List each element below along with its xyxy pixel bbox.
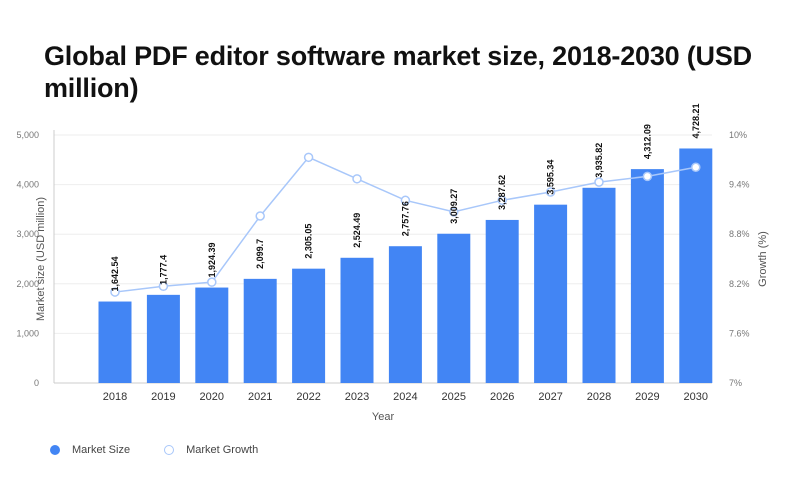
- growth-point: [691, 162, 701, 172]
- bar: [292, 268, 326, 383]
- x-tick-label: 2026: [490, 391, 514, 403]
- bar: [243, 278, 277, 383]
- growth-point: [255, 211, 265, 221]
- data-label: 4,728.21: [691, 103, 701, 138]
- bar: [437, 233, 471, 383]
- x-tick-label: 2019: [151, 391, 175, 403]
- y-tick-label: 2,000: [16, 279, 39, 289]
- data-label: 1,642.54: [110, 256, 120, 291]
- x-tick-label: 2025: [442, 391, 466, 403]
- data-label: 1,777.4: [158, 255, 168, 285]
- x-tick-label: 2027: [538, 391, 562, 403]
- bar: [340, 257, 374, 383]
- x-tick-label: 2029: [635, 391, 659, 403]
- y2-tick-label: 8.2%: [729, 279, 750, 289]
- y-tick-label: 5,000: [16, 130, 39, 140]
- bar: [98, 301, 132, 383]
- bar: [388, 246, 422, 383]
- growth-point: [352, 174, 362, 184]
- y2-tick-label: 8.8%: [729, 229, 750, 239]
- growth-point: [158, 281, 169, 292]
- bar: [485, 219, 519, 383]
- y-tick-label: 3,000: [16, 229, 39, 239]
- y2-tick-label: 7%: [729, 378, 742, 388]
- legend-item-market-growth[interactable]: Market Growth: [164, 444, 258, 456]
- data-label: 3,935.82: [594, 143, 604, 178]
- legend-label: Market Growth: [186, 444, 259, 456]
- growth-point: [400, 195, 411, 206]
- growth-point: [594, 177, 604, 187]
- growth-point: [545, 187, 556, 197]
- bar: [630, 169, 664, 383]
- growth-point: [642, 171, 653, 182]
- data-label: 3,009.27: [449, 189, 459, 224]
- data-label: 2,757.76: [400, 201, 410, 236]
- legend-marker-filled-circle-icon: [50, 445, 60, 455]
- x-tick-label: 2030: [684, 391, 708, 403]
- legend-marker-hollow-circle-icon: [164, 445, 175, 455]
- growth-point: [497, 195, 507, 206]
- x-tick-label: 2023: [345, 391, 369, 403]
- y-tick-label: 4,000: [16, 180, 39, 190]
- data-label: 2,305.05: [304, 224, 314, 259]
- x-tick-label: 2020: [200, 391, 224, 403]
- x-tick-label: 2022: [296, 391, 320, 403]
- bar: [679, 148, 713, 383]
- growth-point: [303, 152, 314, 163]
- legend-item-market-size[interactable]: Market Size: [50, 444, 130, 456]
- growth-point: [449, 207, 459, 217]
- y2-tick-label: 7.6%: [729, 328, 750, 338]
- y2-tick-label: 9.4%: [729, 180, 750, 190]
- x-tick-label: 2028: [587, 391, 611, 403]
- y2-tick-label: 10%: [729, 130, 747, 140]
- x-tick-label: 2018: [103, 391, 127, 403]
- x-tick-label: 2021: [248, 391, 272, 403]
- legend: Market Size Market Growth: [50, 444, 292, 456]
- growth-point: [207, 277, 217, 287]
- data-label: 4,312.09: [642, 124, 652, 159]
- y-tick-label: 1,000: [16, 328, 39, 338]
- data-label: 3,595.34: [546, 160, 556, 195]
- chart-title: Global PDF editor software market size, …: [44, 41, 752, 103]
- data-label: 2,099.7: [255, 239, 265, 269]
- bar: [582, 187, 616, 383]
- x-tick-label: 2024: [393, 391, 417, 403]
- data-label: 1,924.39: [207, 243, 217, 278]
- y-tick-label: 0: [34, 378, 39, 388]
- bar: [146, 294, 180, 383]
- bar: [195, 287, 229, 383]
- growth-point: [110, 287, 120, 297]
- x-axis-title: Year: [372, 411, 395, 423]
- y-axis-title: Market size (USD million): [35, 197, 47, 321]
- y2-axis-title: Growth (%): [757, 231, 769, 287]
- data-label: 2,524.49: [352, 213, 362, 248]
- bar: [534, 204, 568, 383]
- data-label: 3,287.62: [497, 175, 507, 210]
- legend-label: Market Size: [72, 444, 131, 456]
